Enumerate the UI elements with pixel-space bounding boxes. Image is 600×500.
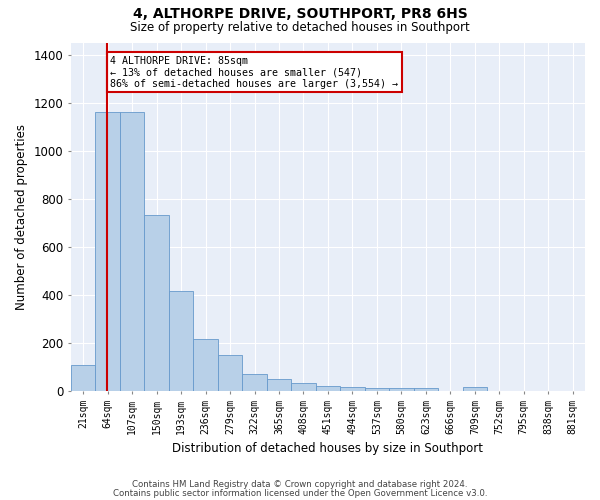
Text: 4 ALTHORPE DRIVE: 85sqm
← 13% of detached houses are smaller (547)
86% of semi-d: 4 ALTHORPE DRIVE: 85sqm ← 13% of detache…: [110, 56, 398, 89]
Text: Contains HM Land Registry data © Crown copyright and database right 2024.: Contains HM Land Registry data © Crown c…: [132, 480, 468, 489]
Bar: [267, 379, 291, 391]
Y-axis label: Number of detached properties: Number of detached properties: [15, 124, 28, 310]
Bar: [218, 354, 242, 391]
Bar: [389, 388, 413, 391]
Text: Size of property relative to detached houses in Southport: Size of property relative to detached ho…: [130, 22, 470, 35]
Bar: [365, 388, 389, 391]
Bar: [71, 365, 95, 391]
Bar: [340, 387, 365, 391]
Bar: [169, 291, 193, 391]
Bar: [145, 216, 169, 391]
X-axis label: Distribution of detached houses by size in Southport: Distribution of detached houses by size …: [172, 442, 484, 455]
Bar: [95, 112, 120, 391]
Bar: [413, 388, 438, 391]
Bar: [242, 374, 267, 391]
Text: Contains public sector information licensed under the Open Government Licence v3: Contains public sector information licen…: [113, 488, 487, 498]
Bar: [291, 383, 316, 391]
Bar: [316, 386, 340, 391]
Bar: [193, 339, 218, 391]
Bar: [463, 387, 487, 391]
Bar: [120, 112, 145, 391]
Text: 4, ALTHORPE DRIVE, SOUTHPORT, PR8 6HS: 4, ALTHORPE DRIVE, SOUTHPORT, PR8 6HS: [133, 8, 467, 22]
